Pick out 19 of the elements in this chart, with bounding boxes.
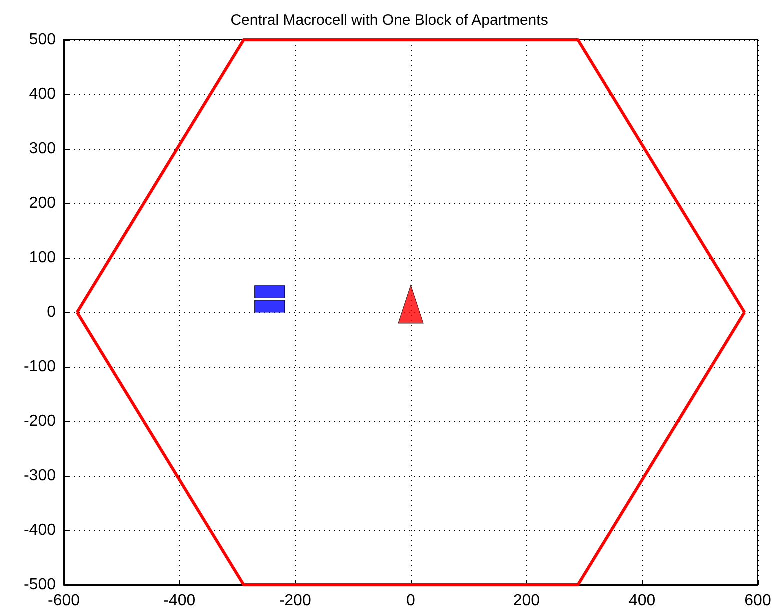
x-tick-label: 0 (406, 592, 416, 610)
x-tick-label: -600 (48, 592, 80, 610)
y-tick-label: 200 (29, 195, 56, 212)
y-tick-label: -400 (24, 522, 56, 539)
y-tick-label: 500 (29, 32, 56, 48)
y-tick-label: 0 (47, 304, 56, 321)
y-tick-label: 400 (29, 86, 56, 103)
y-tick-label: -500 (24, 576, 56, 594)
x-tick-label: -200 (279, 592, 312, 610)
y-tick-label: -100 (24, 358, 56, 376)
x-tick-label: 200 (513, 592, 540, 610)
x-tick-label: 400 (628, 592, 656, 610)
y-tick-label: 300 (29, 140, 56, 158)
y-tick-label: 100 (29, 250, 56, 266)
x-tick-label: -400 (164, 592, 196, 610)
y-tick-label: -200 (24, 413, 56, 430)
y-tick-label: -300 (24, 468, 56, 484)
x-tick-label: 600 (744, 592, 772, 610)
chart-title: Central Macrocell with One Block of Apartments (230, 12, 548, 29)
